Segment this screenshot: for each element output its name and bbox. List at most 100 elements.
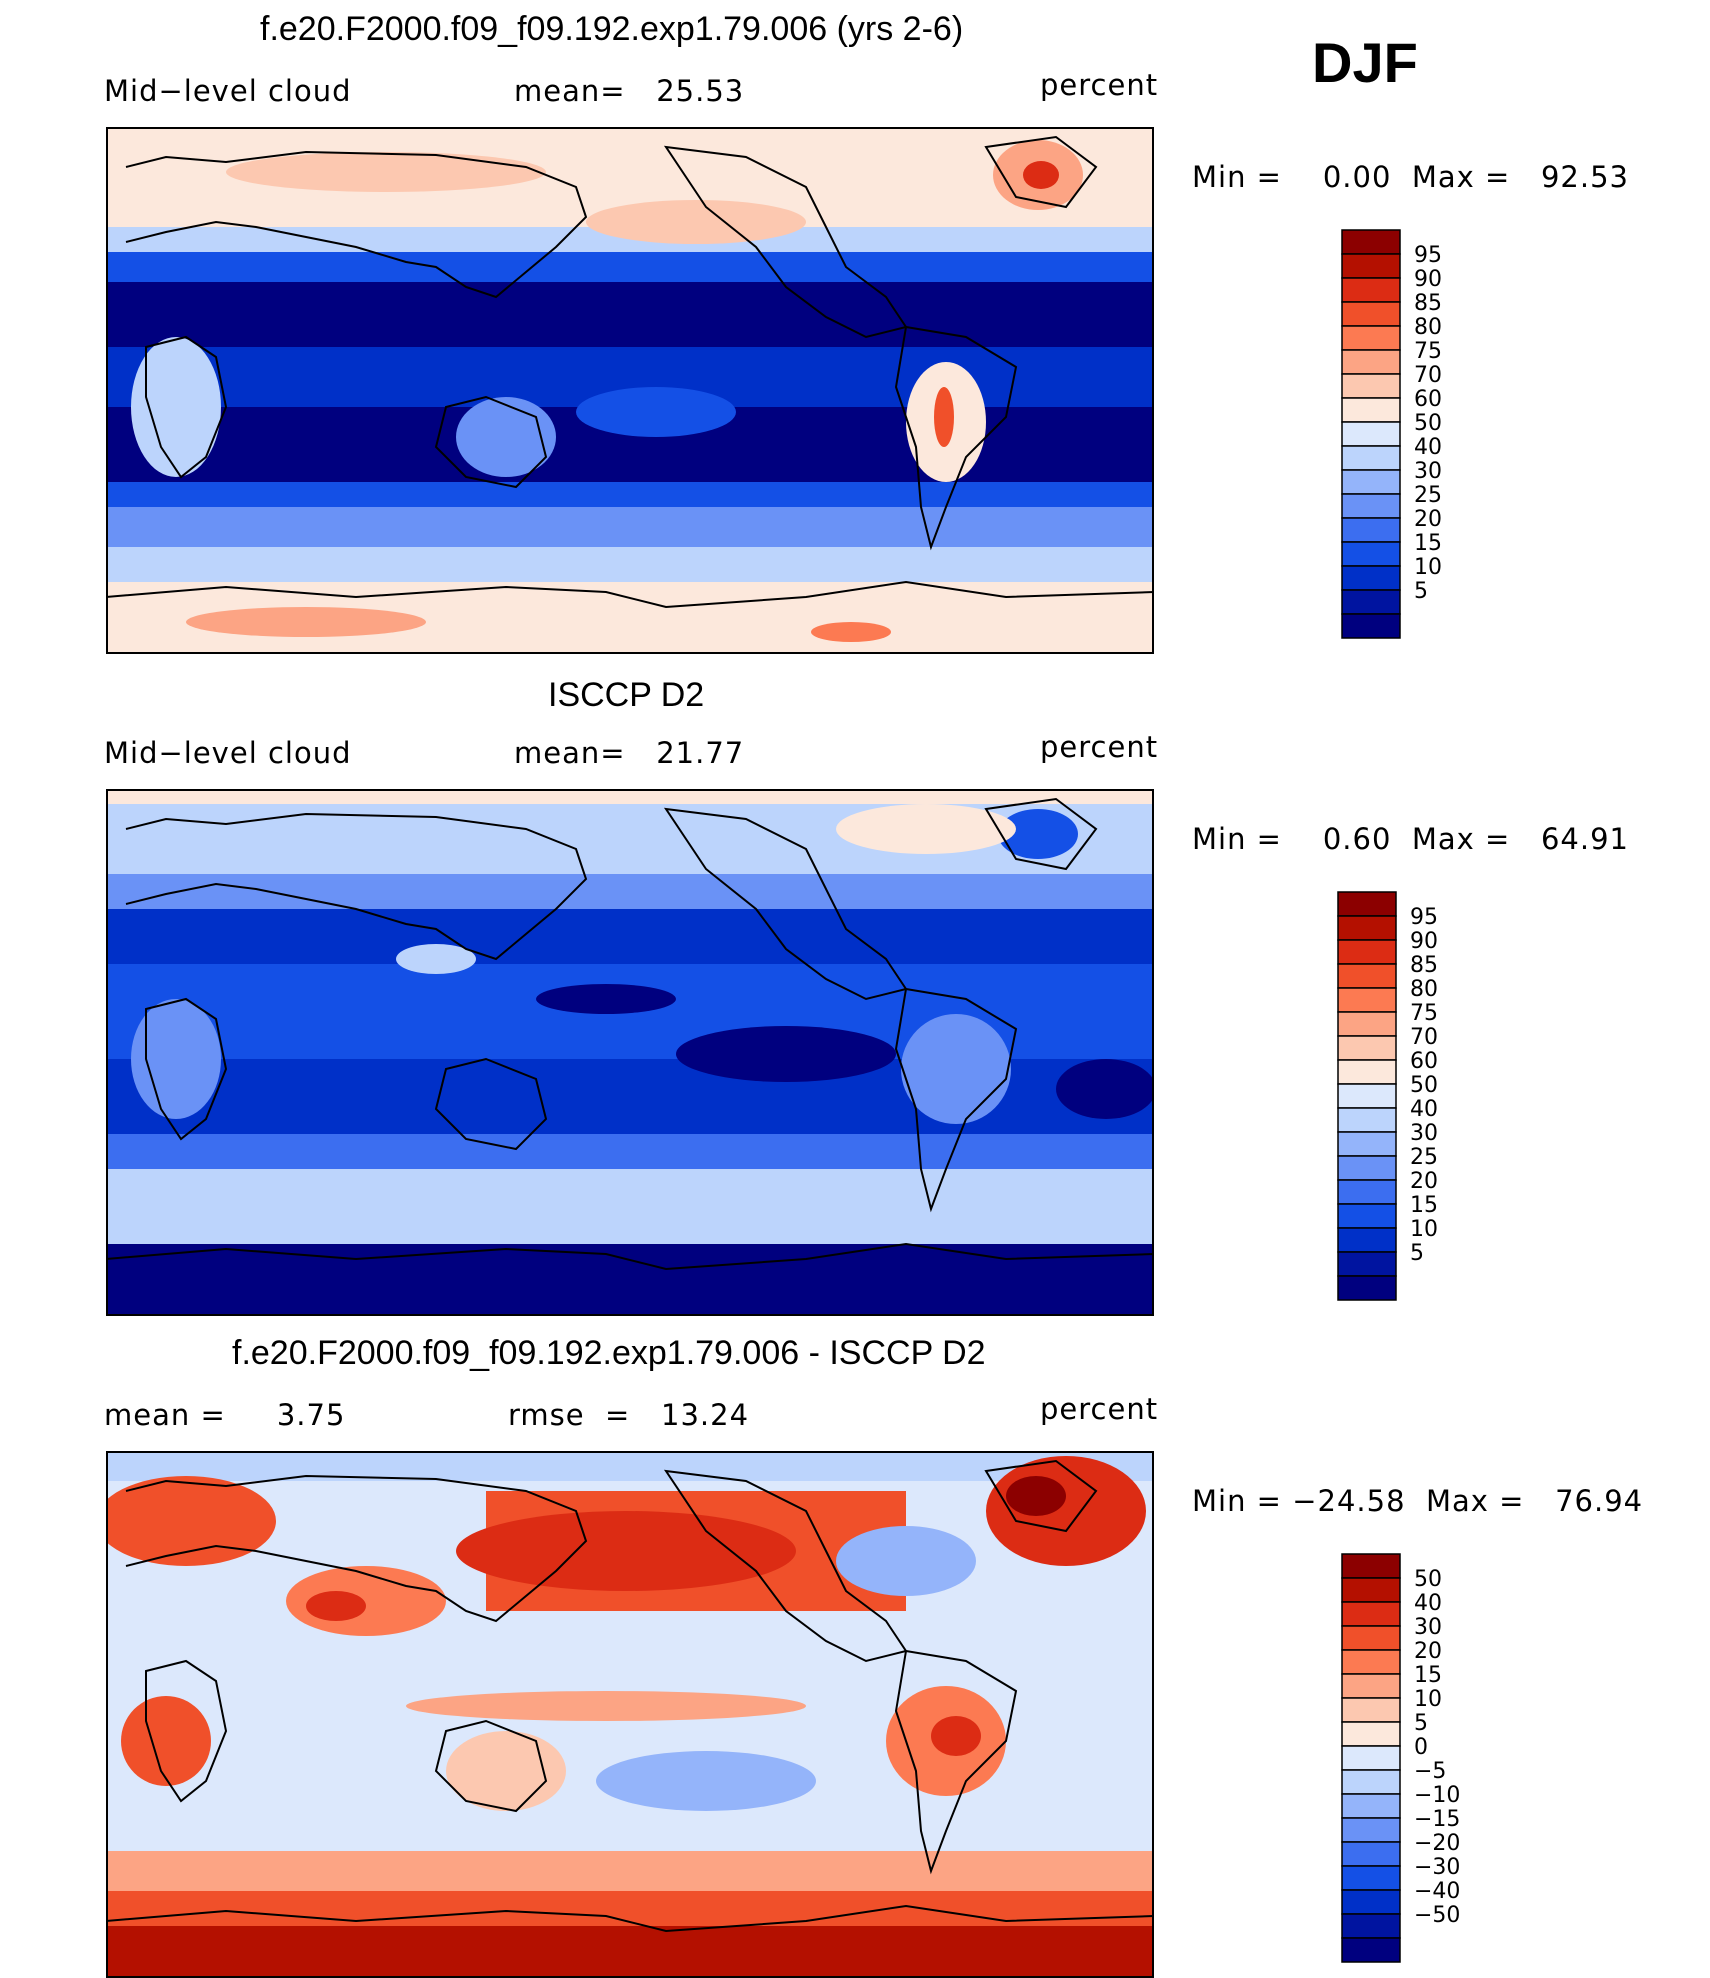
panel2-colorbar-swatch	[1337, 1227, 1397, 1253]
panel2-blob-s-america	[901, 1014, 1011, 1124]
panel2-colorbar-swatch	[1337, 1035, 1397, 1061]
panel1-colorbar-swatch	[1341, 301, 1401, 327]
panel3-colorbar-label: 5	[1414, 1711, 1428, 1736]
panel3-colorbar-swatch	[1341, 1913, 1401, 1939]
panel1-band-s-midlat	[106, 507, 1154, 552]
panel1-minmax: Min = 0.00 Max = 92.53	[1192, 160, 1630, 194]
panel1-colorbar-label: 60	[1414, 387, 1442, 412]
panel3-colorbar-label: 30	[1414, 1615, 1442, 1640]
panel3-colorbar-swatch	[1341, 1697, 1401, 1723]
panel2-blob-n-atlantic	[836, 804, 1016, 854]
panel1-colorbar-label: 25	[1414, 483, 1442, 508]
panel2-colorbar-label: 85	[1410, 953, 1438, 978]
panel3-colorbar-swatch	[1341, 1793, 1401, 1819]
panel1-colorbar-swatch	[1341, 253, 1401, 279]
panel1-map-frame	[106, 127, 1154, 654]
panel1-band-n-storm	[106, 252, 1154, 287]
panel2-colorbar-label: 60	[1410, 1049, 1438, 1074]
panel2-band-antarctic	[106, 1244, 1154, 1316]
panel3-colorbar-swatch	[1341, 1625, 1401, 1651]
panel3-colorbar-label: 10	[1414, 1687, 1442, 1712]
panel1-colorbar-label: 95	[1414, 243, 1442, 268]
panel2-colorbar-label: 15	[1410, 1193, 1438, 1218]
panel3-blob-africa	[121, 1696, 211, 1786]
panel2-map-frame	[106, 789, 1154, 1316]
season-label: DJF	[1312, 31, 1418, 94]
panel1-colorbar-label: 20	[1414, 507, 1442, 532]
panel1-band-n-subtrop	[106, 282, 1154, 352]
panel2-blob-s-pacific-dark	[676, 1026, 896, 1082]
panel1-blob-eurasia	[226, 152, 546, 192]
panel3-band-antarctic	[106, 1926, 1154, 1978]
panel1-colorbar-label: 15	[1414, 531, 1442, 556]
panel1-map	[106, 127, 1154, 654]
panel3-band-arctic	[106, 1451, 1154, 1481]
panel1-colorbar-swatch	[1341, 541, 1401, 567]
panel1-band-antarctic-edge	[106, 547, 1154, 587]
panel3-colorbar-swatch	[1341, 1721, 1401, 1747]
panel1-blob-africa	[131, 337, 221, 477]
panel3-colorbar-swatch	[1341, 1553, 1401, 1579]
panel2-colorbar-swatch	[1337, 1251, 1397, 1277]
panel1-colorbar-swatch	[1341, 325, 1401, 351]
panel3-colorbar-swatch	[1341, 1601, 1401, 1627]
panel2-colorbar-swatch	[1337, 891, 1397, 917]
panel1-colorbar-swatch	[1341, 445, 1401, 471]
panel1-colorbar-swatch	[1341, 421, 1401, 447]
panel1-blob-n-pacific	[586, 200, 806, 244]
panel1-blob-antarctic-red	[811, 622, 891, 642]
panel2-blob-s-atlantic-dark	[1056, 1059, 1154, 1119]
panel1-colorbar-label: 5	[1414, 579, 1428, 604]
panel2-band-s-storm	[106, 1134, 1154, 1174]
panel1-colorbar-swatch	[1341, 613, 1401, 639]
panel1-colorbar-swatch	[1341, 397, 1401, 423]
panel2-map	[106, 789, 1154, 1316]
panel2-blob-asia-light	[396, 944, 476, 974]
panel2-units-label: percent	[1040, 730, 1159, 764]
panel3-map	[106, 1451, 1154, 1978]
panel2-colorbar-label: 20	[1410, 1169, 1438, 1194]
panel2-colorbar-swatch	[1337, 1059, 1397, 1085]
panel3-colorbar-label: −20	[1414, 1831, 1460, 1856]
panel3-colorbar-swatch	[1341, 1841, 1401, 1867]
panel2-colorbar-swatch	[1337, 987, 1397, 1013]
panel2-colorbar-swatch	[1337, 1155, 1397, 1181]
panel2-blob-n-pacific-dark	[536, 984, 676, 1014]
panel3-colorbar-label: −10	[1414, 1783, 1460, 1808]
panel3-colorbar-label: −5	[1414, 1759, 1446, 1784]
panel2-colorbar-label: 40	[1410, 1097, 1438, 1122]
panel1-colorbar-swatches	[1341, 229, 1401, 639]
panel3-rmse-label: rmse = 13.24	[508, 1398, 750, 1432]
panel3-blob-atlantic-blue	[836, 1526, 976, 1596]
panel1-colorbar-label: 90	[1414, 267, 1442, 292]
panel2-blob-greenland	[998, 809, 1078, 859]
panel3-colorbar-swatch	[1341, 1577, 1401, 1603]
panel1-blob-australia	[456, 397, 556, 477]
panel3-colorbar-label: −15	[1414, 1807, 1460, 1832]
panel2-colorbar-swatch	[1337, 1083, 1397, 1109]
panel2-blob-africa	[131, 999, 221, 1119]
panel3-colorbar-label: 0	[1414, 1735, 1428, 1760]
panel2-colorbar-label: 90	[1410, 929, 1438, 954]
panel1-colorbar-label: 40	[1414, 435, 1442, 460]
panel3-mean-label: mean = 3.75	[104, 1398, 346, 1432]
panel1-colorbar-label: 30	[1414, 459, 1442, 484]
panel1-colorbar-swatch	[1341, 517, 1401, 543]
panel2-colorbar-label: 10	[1410, 1217, 1438, 1242]
panel2-colorbar-label: 50	[1410, 1073, 1438, 1098]
panel3-colorbar-label: 20	[1414, 1639, 1442, 1664]
panel2-variable-label: Mid−level cloud	[104, 736, 352, 770]
panel3-colorbar-label: 50	[1414, 1567, 1442, 1592]
panel1-colorbar-label: 80	[1414, 315, 1442, 340]
panel1-mean-label: mean= 25.53	[514, 74, 745, 108]
panel1-colorbar-swatch	[1341, 229, 1401, 255]
panel1-colorbar-swatch	[1341, 589, 1401, 615]
panel1-variable-label: Mid−level cloud	[104, 74, 352, 108]
panel2-colorbar-swatch	[1337, 1107, 1397, 1133]
panel3-colorbar-swatch	[1341, 1817, 1401, 1843]
panel3-blob-europe	[106, 1476, 276, 1566]
